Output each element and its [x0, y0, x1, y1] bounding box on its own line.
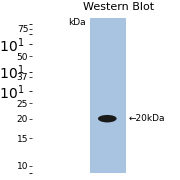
Text: kDa: kDa [68, 18, 86, 27]
Bar [90, 18, 126, 173]
Text: Western Blot: Western Blot [83, 2, 154, 12]
Ellipse shape [98, 115, 117, 122]
Text: ←20kDa: ←20kDa [129, 114, 165, 123]
